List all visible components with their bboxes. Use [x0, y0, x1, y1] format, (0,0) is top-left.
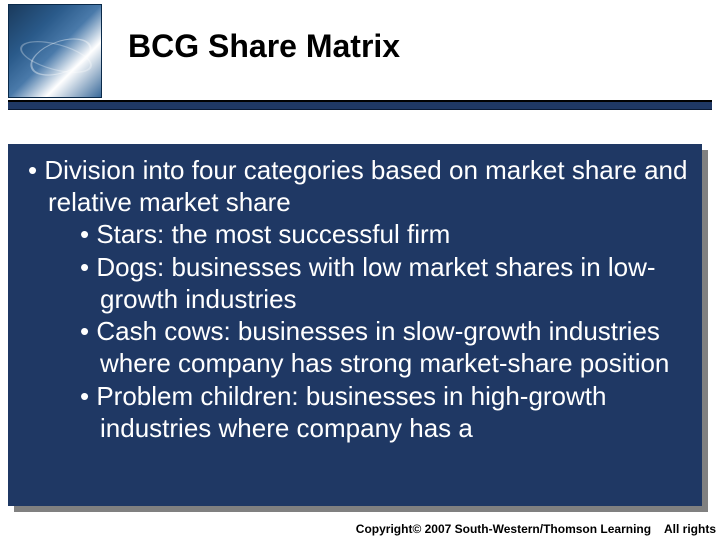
sub-bullet-text: Cash cows: businesses in slow-growth ind…	[96, 316, 669, 378]
rights-text: All rights	[664, 522, 716, 536]
main-bullet-text: Division into four categories based on m…	[44, 155, 687, 217]
sub-bullet-text: Dogs: businesses with low market shares …	[96, 252, 655, 314]
sub-bullet-text: Stars: the most successful firm	[96, 219, 450, 249]
slide-footer: Copyright© 2007 South-Western/Thomson Le…	[0, 522, 720, 536]
header-accent-bar	[8, 100, 712, 110]
sub-bullet-item: Stars: the most successful firm	[80, 218, 688, 250]
sub-bullet-item: Dogs: businesses with low market shares …	[80, 251, 688, 315]
main-bullet-list: Division into four categories based on m…	[10, 154, 688, 444]
main-bullet-item: Division into four categories based on m…	[10, 154, 688, 444]
content-box: Division into four categories based on m…	[8, 144, 702, 506]
sub-bullet-item: Problem children: businesses in high-gro…	[80, 380, 688, 444]
sub-bullet-list: Stars: the most successful firm Dogs: bu…	[80, 218, 688, 444]
slide-title: BCG Share Matrix	[128, 28, 400, 65]
logo-graphic	[8, 4, 102, 98]
sub-bullet-text: Problem children: businesses in high-gro…	[96, 381, 606, 443]
sub-bullet-item: Cash cows: businesses in slow-growth ind…	[80, 315, 688, 379]
copyright-text: Copyright© 2007 South-Western/Thomson Le…	[356, 522, 651, 536]
slide-header: BCG Share Matrix	[0, 0, 720, 118]
